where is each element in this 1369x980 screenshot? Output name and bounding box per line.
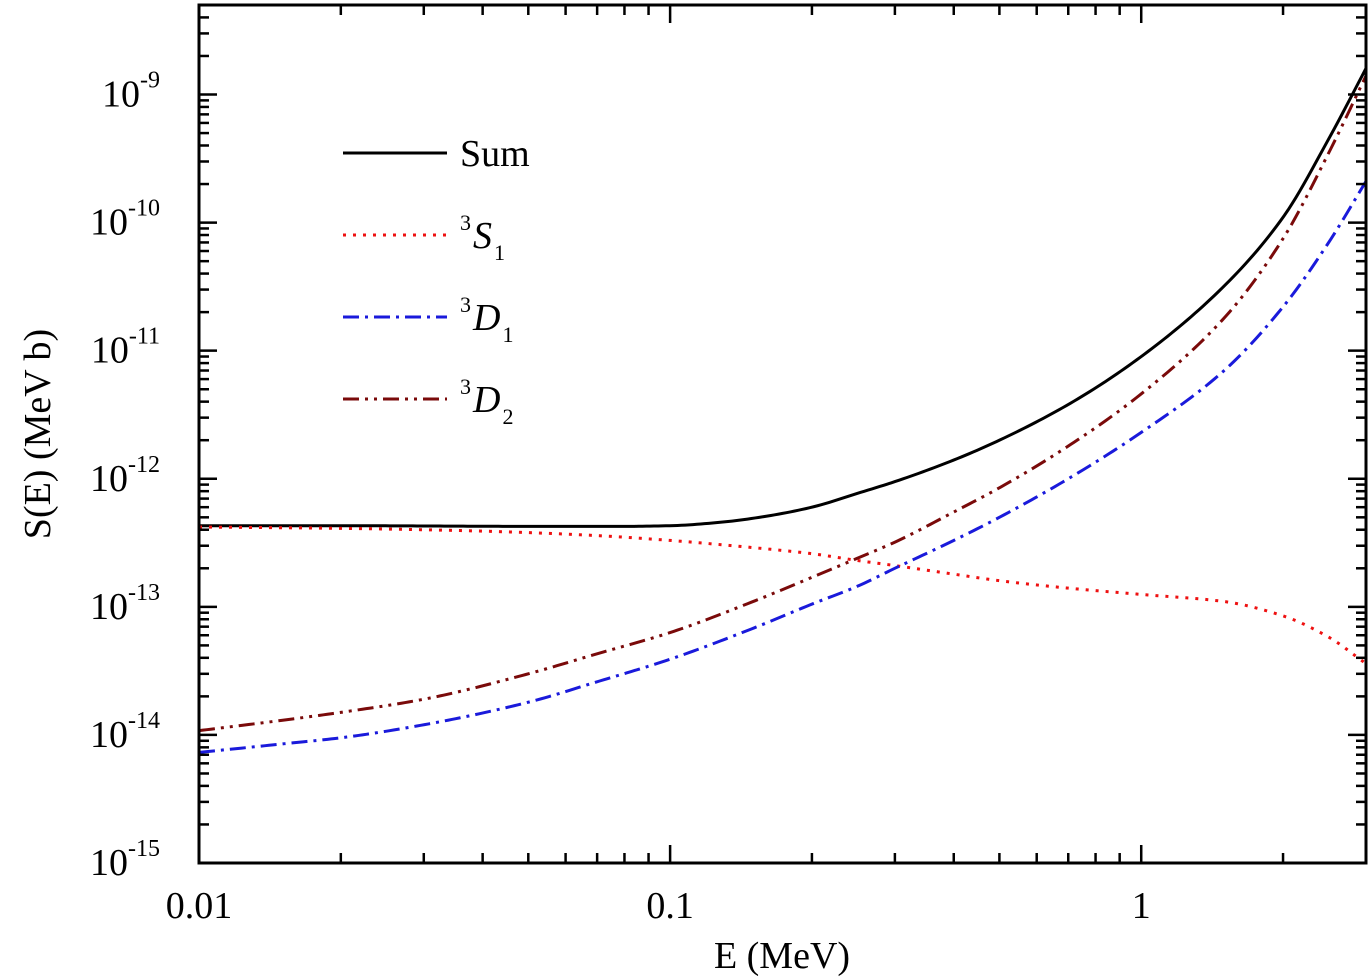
- y-tick-exponent: -12: [128, 452, 160, 478]
- y-tick-base: 10: [90, 714, 128, 756]
- legend-main: S: [473, 215, 492, 257]
- legend-label: Sum: [460, 133, 530, 175]
- y-tick-base: 10: [90, 202, 128, 244]
- y-tick-exponent: -15: [128, 836, 160, 862]
- axis-tick-labels: 0.01 0.1 110-1510-1410-1310-1210-1110-1010…: [90, 68, 1151, 927]
- x-axis-title: E (MeV): [714, 935, 850, 977]
- y-tick-label: 10-14: [90, 708, 160, 756]
- y-tick-base: 10: [90, 586, 128, 628]
- plot-frame: [197, 3, 1368, 865]
- y-tick-base: 10: [91, 330, 129, 372]
- y-tick-label: 10-13: [90, 580, 160, 628]
- y-tick-exponent: -10: [128, 196, 160, 222]
- legend-label: 3D2: [460, 374, 513, 429]
- x-tick-label: 1: [1132, 885, 1151, 927]
- series-curves: [199, 67, 1366, 754]
- y-tick-label: 10-9: [102, 68, 160, 116]
- axis-ticks: [197, 3, 1368, 865]
- y-axis-title: S(E) (MeV b): [17, 329, 59, 539]
- y-tick-label: 10-15: [90, 836, 160, 884]
- y-tick-base: 10: [90, 842, 128, 884]
- legend-main: D: [472, 297, 500, 339]
- legend-label: 3D1: [460, 292, 513, 347]
- x-tick-label: 0.01: [166, 885, 233, 927]
- legend-main: Sum: [460, 133, 530, 175]
- series-line-3s1: [199, 525, 1366, 665]
- y-tick-base: 10: [90, 458, 128, 500]
- x-tick-label: 0.1: [646, 885, 694, 927]
- y-tick-label: 10-10: [90, 196, 160, 244]
- legend-pre-superscript: 3: [460, 210, 471, 235]
- legend-pre-superscript: 3: [460, 292, 471, 317]
- y-tick-label: 10-12: [90, 452, 160, 500]
- y-tick-base: 10: [102, 74, 140, 116]
- legend-pre-superscript: 3: [460, 374, 471, 399]
- y-tick-exponent: -11: [129, 324, 160, 350]
- y-tick-label: 10-11: [91, 324, 160, 372]
- legend-label: 3S1: [460, 210, 505, 265]
- series-line-3d1: [199, 180, 1366, 754]
- series-line-3d2: [199, 75, 1366, 733]
- legend-subscript: 2: [502, 404, 513, 429]
- y-tick-exponent: -13: [128, 580, 160, 606]
- legend-subscript: 1: [502, 322, 513, 347]
- y-tick-exponent: -14: [128, 708, 160, 734]
- y-tick-exponent: -9: [140, 68, 160, 94]
- legend-subscript: 1: [494, 240, 505, 265]
- series-line-sum: [199, 67, 1366, 528]
- legend-main: D: [472, 379, 500, 421]
